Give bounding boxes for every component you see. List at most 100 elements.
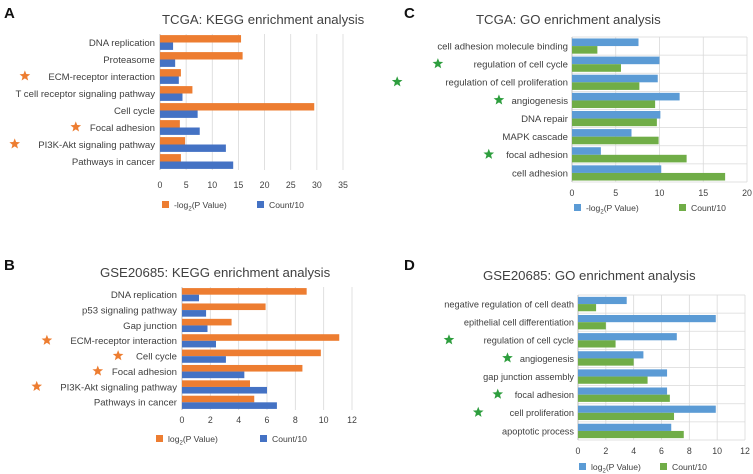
legend-entry: Count/10 — [260, 434, 307, 444]
tick-label: 0 — [570, 188, 575, 198]
bar-series1-5 — [160, 103, 315, 111]
category-label: ECM-receptor interaction — [70, 336, 177, 347]
star-icon — [502, 352, 513, 363]
bar-series1-6 — [578, 387, 668, 395]
legend-label: log2(P Value) — [168, 434, 218, 447]
category-label: DNA replication — [111, 290, 177, 301]
legend-label-rest: (P Value) — [192, 200, 227, 210]
legend-label-subscript: 2 — [600, 210, 604, 216]
chart-panel-a: A TCGA: KEGG enrichment analysis DNA repli… — [4, 5, 365, 213]
category-label: p53 signaling pathway — [82, 305, 177, 316]
bar-series1-2 — [572, 56, 660, 65]
category-label: angiogenesis — [511, 96, 568, 107]
category-label: DNA repair — [521, 114, 569, 125]
chart-title: TCGA: KEGG enrichment analysis — [162, 12, 365, 27]
legend-label: Count/10 — [672, 462, 707, 472]
category-label: regulation of cell proliferation — [445, 78, 568, 89]
bar-series2-1 — [160, 42, 174, 50]
legend-swatch — [574, 204, 581, 211]
bar-series2-4 — [160, 93, 183, 101]
bar-series1-1 — [572, 38, 639, 47]
bar-series2-5 — [572, 118, 657, 127]
tick-label: 20 — [260, 180, 270, 190]
bar-series1-3 — [160, 69, 181, 77]
star-icon — [493, 94, 505, 105]
legend-label: Count/10 — [269, 200, 304, 210]
chart-panel-b: B GSE20685: KEGG enrichment analysis DNA r… — [4, 257, 357, 447]
bar-series2-2 — [160, 59, 176, 67]
bar-series2-6 — [182, 371, 245, 379]
chart-title: TCGA: GO enrichment analysis — [476, 12, 661, 27]
tick-label: 10 — [207, 180, 217, 190]
tick-label: 0 — [576, 446, 581, 456]
legend-swatch — [260, 435, 267, 442]
category-label: Proteasome — [103, 55, 155, 66]
bar-series2-8 — [182, 402, 277, 409]
bar-series1-4 — [160, 86, 193, 94]
bar-series1-2 — [160, 52, 243, 60]
bar-series2-7 — [160, 144, 226, 152]
tick-label: 35 — [338, 180, 348, 190]
tick-label: 8 — [293, 415, 298, 425]
tick-label: 10 — [712, 446, 722, 456]
legend-swatch — [679, 204, 686, 211]
legend-label: -log2(P Value) — [586, 203, 639, 216]
legend-entry: -log2(P Value) — [162, 200, 227, 213]
bar-series2-7 — [572, 154, 687, 163]
star-icon — [472, 406, 484, 417]
bar-series2-1 — [572, 46, 598, 54]
bar-series1-2 — [182, 303, 266, 311]
legend-swatch — [579, 463, 586, 470]
legend-label-subscript: 2 — [179, 441, 183, 447]
tick-label: 12 — [740, 446, 750, 456]
legend-label-subscript: 2 — [188, 207, 192, 213]
bar-series2-1 — [578, 304, 597, 312]
bar-series2-8 — [578, 430, 684, 439]
legend-label: log2(P Value) — [591, 462, 641, 474]
bar-series2-4 — [572, 100, 656, 109]
tick-label: 15 — [698, 188, 708, 198]
legend-entry: Count/10 — [679, 203, 726, 213]
bar-series1-8 — [160, 154, 181, 162]
tick-label: 10 — [319, 415, 329, 425]
bar-series1-8 — [182, 395, 255, 403]
star-icon — [391, 76, 403, 87]
chart-title: GSE20685: KEGG enrichment analysis — [100, 265, 331, 280]
bar-series1-6 — [572, 129, 632, 137]
category-label: gap junction assembly — [483, 372, 574, 382]
legend-entry: Count/10 — [660, 462, 707, 472]
legend-label-rest: (P Value) — [183, 434, 218, 444]
category-label: Focal adhesion — [90, 123, 155, 134]
legend-label: Count/10 — [691, 203, 726, 213]
bar-series1-8 — [578, 423, 672, 431]
bar-series1-5 — [182, 349, 321, 357]
category-label: Pathways in cancer — [94, 398, 178, 409]
category-label: focal adhesion — [506, 150, 568, 161]
category-label: negative regulation of cell death — [444, 299, 574, 309]
category-label: MAPK cascade — [502, 132, 568, 143]
tick-label: 25 — [286, 180, 296, 190]
legend-swatch — [162, 201, 169, 208]
bar-series1-7 — [578, 405, 716, 413]
bar-series1-5 — [572, 110, 661, 119]
panel-letter: D — [404, 257, 415, 274]
bar-series1-1 — [578, 296, 627, 305]
bar-series1-8 — [572, 165, 662, 173]
bar-series1-5 — [578, 369, 668, 377]
bar-series2-8 — [572, 172, 726, 181]
tick-label: 6 — [265, 415, 270, 425]
bar-series1-6 — [182, 364, 303, 372]
category-label: apoptotic process — [502, 426, 574, 436]
tick-label: 4 — [236, 415, 241, 425]
tick-label: 0 — [180, 415, 185, 425]
bar-series2-5 — [160, 110, 198, 118]
star-icon — [443, 334, 455, 345]
category-label: Focal adhesion — [112, 367, 177, 378]
star-icon — [112, 350, 124, 361]
legend-label-rest: (P Value) — [606, 462, 641, 472]
category-label: cell proliferation — [510, 408, 574, 418]
category-label: ECM-receptor interaction — [48, 72, 155, 83]
bar-series1-1 — [182, 288, 307, 295]
star-icon — [41, 334, 53, 345]
star-icon — [19, 70, 31, 81]
